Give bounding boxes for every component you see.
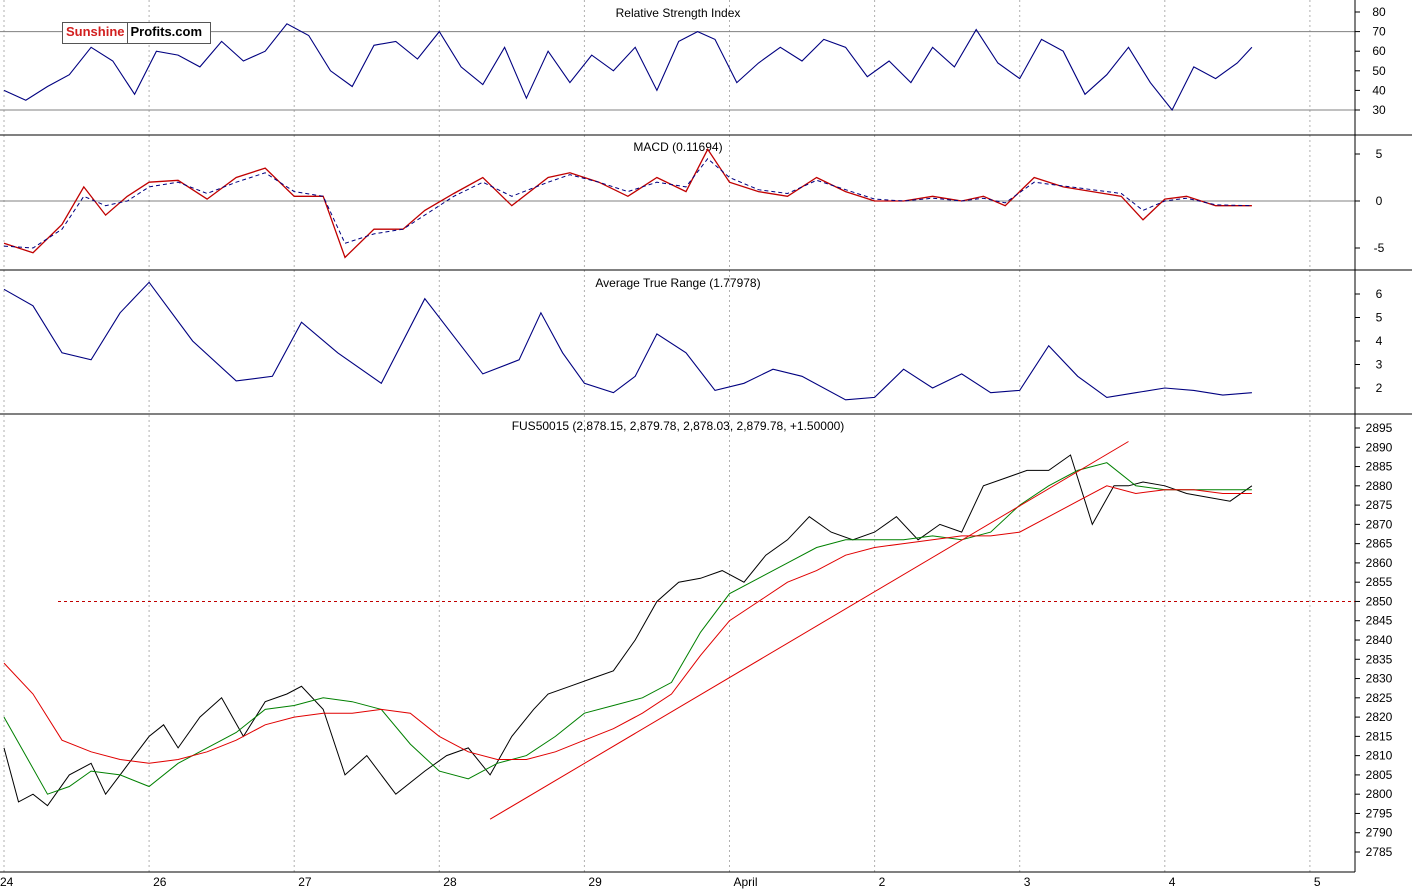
series-layer <box>3 23 1355 820</box>
y-tick-label: 5 <box>1376 311 1383 325</box>
atr-line <box>3 281 1252 401</box>
y-tick-label: -5 <box>1374 241 1385 255</box>
y-tick-label: 60 <box>1372 44 1386 58</box>
y-tick-label: 2895 <box>1366 421 1393 435</box>
rsi-line <box>3 23 1253 112</box>
x-tick-label: 5 <box>1314 875 1321 889</box>
y-tick-label: 50 <box>1372 64 1386 78</box>
y-tick-label: 30 <box>1372 103 1386 117</box>
atr-title: Average True Range (1.77978) <box>595 276 760 290</box>
y-tick-label: 2840 <box>1366 633 1393 647</box>
y-tick-label: 2815 <box>1366 729 1393 743</box>
trend-line <box>489 441 1129 820</box>
sunshine-profits-logo: Sunshine Profits.com <box>62 22 212 44</box>
y-tick-label: 2800 <box>1366 787 1393 801</box>
x-tick-label: 28 <box>443 875 457 889</box>
y-tick-label: 2790 <box>1366 826 1393 840</box>
x-tick-label: 2 <box>879 875 886 889</box>
y-axis-labels: 30 40 50 60 70 80 -5 0 5 2 3 4 5 6 2785 2790 2795 2800 280… <box>1355 5 1393 859</box>
y-tick-label: 2845 <box>1366 614 1393 628</box>
logo-part2: Profits.com <box>130 24 203 39</box>
y-tick-label: 2870 <box>1366 517 1393 531</box>
rsi-title: Relative Strength Index <box>616 6 741 20</box>
x-axis-labels: 26 27 28 29 April 2 3 4 5 24 <box>0 875 1321 889</box>
x-tick-label-partial: 24 <box>0 875 14 889</box>
y-tick-label: 2860 <box>1366 556 1393 570</box>
y-tick-label: 5 <box>1376 147 1383 161</box>
y-tick-label: 2795 <box>1366 806 1393 820</box>
y-tick-label: 3 <box>1376 358 1383 372</box>
y-tick-label: 2855 <box>1366 575 1393 589</box>
y-tick-label: 2890 <box>1366 440 1393 454</box>
logo-part1: Sunshine <box>63 23 128 43</box>
y-tick-label: 6 <box>1376 287 1383 301</box>
macd-title: MACD (0.11694) <box>633 140 722 154</box>
y-tick-label: 0 <box>1376 194 1383 208</box>
y-tick-label: 2865 <box>1366 537 1393 551</box>
x-tick-label: 3 <box>1024 875 1031 889</box>
y-tick-label: 2805 <box>1366 768 1393 782</box>
y-tick-label: 2875 <box>1366 498 1393 512</box>
y-tick-label: 2850 <box>1366 594 1393 608</box>
x-tick-label: April <box>734 875 758 889</box>
y-tick-label: 80 <box>1372 5 1386 19</box>
panel-frames <box>0 0 1412 873</box>
y-tick-label: 4 <box>1376 334 1383 348</box>
y-tick-label: 40 <box>1372 83 1386 97</box>
y-tick-label: 2885 <box>1366 460 1393 474</box>
y-tick-label: 70 <box>1372 25 1386 39</box>
x-tick-label: 29 <box>588 875 602 889</box>
grid <box>0 0 1355 872</box>
ma-short-green-line <box>3 462 1252 795</box>
y-tick-label: 2820 <box>1366 710 1393 724</box>
y-tick-label: 2830 <box>1366 672 1393 686</box>
y-tick-label: 2810 <box>1366 749 1393 763</box>
y-tick-label: 2880 <box>1366 479 1393 493</box>
price-title: FUS50015 (2,878.15, 2,879.78, 2,878.03, … <box>512 419 845 433</box>
y-tick-label: 2825 <box>1366 691 1393 705</box>
x-tick-label: 26 <box>153 875 167 889</box>
macd-signal-line <box>3 157 1252 249</box>
y-tick-label: 2 <box>1376 381 1383 395</box>
x-tick-label: 4 <box>1169 875 1176 889</box>
macd-line <box>3 148 1252 259</box>
y-tick-label: 2835 <box>1366 652 1393 666</box>
x-tick-label: 27 <box>298 875 312 889</box>
y-tick-label: 2785 <box>1366 845 1393 859</box>
price-line <box>3 454 1253 807</box>
ma-long-red-line <box>3 485 1252 764</box>
